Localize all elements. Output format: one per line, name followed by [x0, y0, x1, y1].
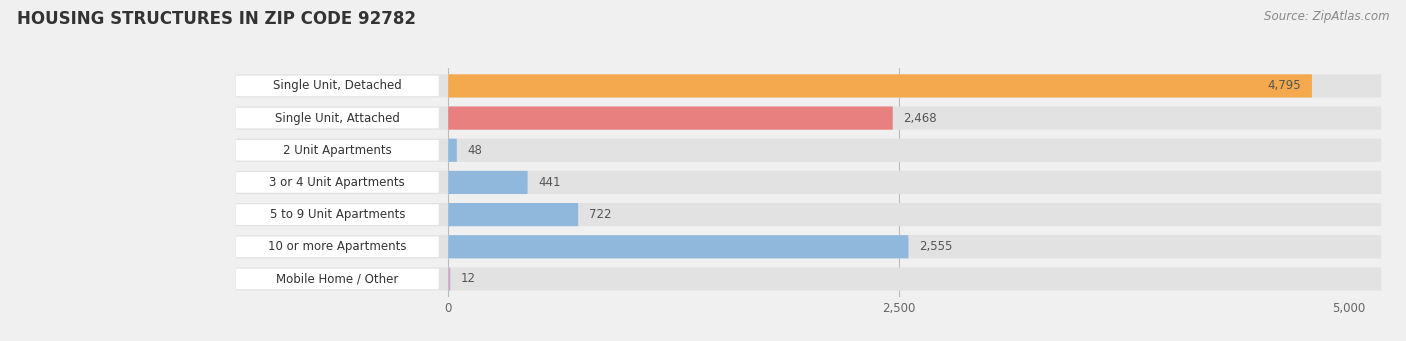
Text: HOUSING STRUCTURES IN ZIP CODE 92782: HOUSING STRUCTURES IN ZIP CODE 92782 — [17, 10, 416, 28]
FancyBboxPatch shape — [449, 203, 578, 226]
FancyBboxPatch shape — [449, 235, 908, 258]
FancyBboxPatch shape — [236, 140, 439, 161]
Text: 4,795: 4,795 — [1268, 79, 1301, 92]
Text: Source: ZipAtlas.com: Source: ZipAtlas.com — [1264, 10, 1389, 23]
FancyBboxPatch shape — [236, 172, 439, 193]
Text: 3 or 4 Unit Apartments: 3 or 4 Unit Apartments — [270, 176, 405, 189]
FancyBboxPatch shape — [449, 106, 893, 130]
FancyBboxPatch shape — [236, 267, 1381, 291]
Text: 5 to 9 Unit Apartments: 5 to 9 Unit Apartments — [270, 208, 405, 221]
FancyBboxPatch shape — [236, 204, 439, 225]
FancyBboxPatch shape — [236, 76, 439, 96]
FancyBboxPatch shape — [236, 203, 1381, 226]
FancyBboxPatch shape — [449, 74, 1312, 98]
Text: 10 or more Apartments: 10 or more Apartments — [269, 240, 406, 253]
Text: 2,555: 2,555 — [920, 240, 953, 253]
FancyBboxPatch shape — [449, 171, 527, 194]
FancyBboxPatch shape — [236, 269, 439, 289]
FancyBboxPatch shape — [449, 139, 457, 162]
Text: 12: 12 — [461, 272, 477, 285]
FancyBboxPatch shape — [236, 106, 1381, 130]
Text: 48: 48 — [468, 144, 482, 157]
FancyBboxPatch shape — [449, 267, 450, 291]
Text: Single Unit, Attached: Single Unit, Attached — [276, 112, 399, 124]
Text: 441: 441 — [538, 176, 561, 189]
Text: 722: 722 — [589, 208, 612, 221]
Text: 2 Unit Apartments: 2 Unit Apartments — [283, 144, 392, 157]
Text: Mobile Home / Other: Mobile Home / Other — [276, 272, 398, 285]
FancyBboxPatch shape — [236, 237, 439, 257]
Text: Single Unit, Detached: Single Unit, Detached — [273, 79, 402, 92]
Text: 2,468: 2,468 — [904, 112, 938, 124]
FancyBboxPatch shape — [236, 139, 1381, 162]
FancyBboxPatch shape — [236, 108, 439, 128]
FancyBboxPatch shape — [236, 74, 1381, 98]
FancyBboxPatch shape — [236, 235, 1381, 258]
FancyBboxPatch shape — [236, 171, 1381, 194]
